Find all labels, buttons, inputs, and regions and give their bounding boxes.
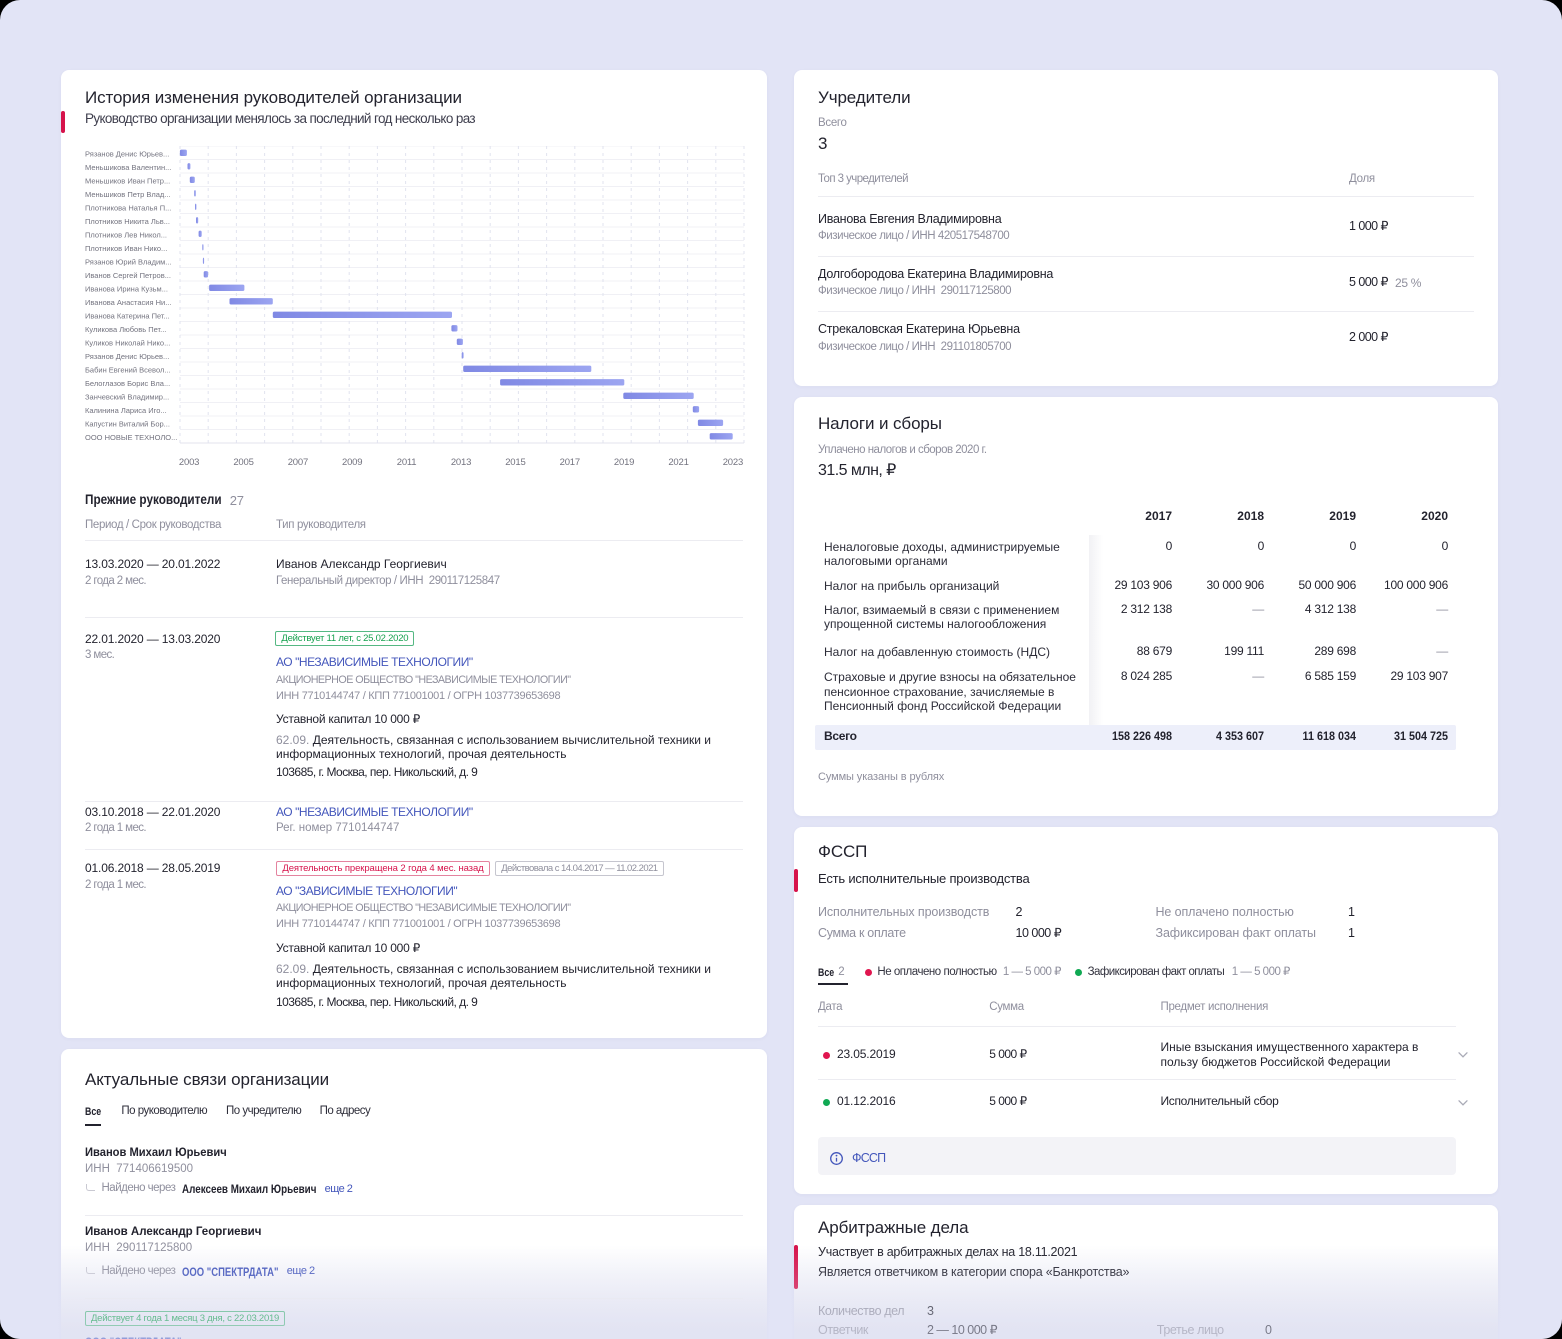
- svg-text:Плотников Иван Нико...: Плотников Иван Нико...: [85, 244, 167, 253]
- svg-text:Меньшиков Иван Петр...: Меньшиков Иван Петр...: [85, 176, 170, 185]
- svg-text:2005: 2005: [233, 457, 253, 468]
- svg-text:Плотников Лев Никол...: Плотников Лев Никол...: [85, 230, 167, 239]
- svg-text:Плотников Никита Льв...: Плотников Никита Льв...: [85, 217, 170, 226]
- svg-text:Рязанов Юрий Владим...: Рязанов Юрий Владим...: [85, 257, 172, 266]
- svg-text:Капустин Виталий Бор...: Капустин Виталий Бор...: [85, 419, 170, 428]
- svg-text:Занчевский Владимир...: Занчевский Владимир...: [85, 392, 169, 401]
- svg-text:2019: 2019: [614, 457, 634, 468]
- svg-text:Меньшикова Валентин...: Меньшикова Валентин...: [85, 163, 171, 172]
- svg-text:2003: 2003: [179, 457, 199, 468]
- svg-text:Куликова Любовь Пет...: Куликова Любовь Пет...: [85, 325, 166, 334]
- svg-text:Меньшиков Петр Влад...: Меньшиков Петр Влад...: [85, 190, 171, 199]
- svg-text:Куликов Николай Нико...: Куликов Николай Нико...: [85, 338, 170, 347]
- svg-text:2007: 2007: [288, 457, 308, 468]
- svg-text:2021: 2021: [668, 457, 688, 468]
- svg-text:ООО НОВЫЕ ТЕХНОЛО...: ООО НОВЫЕ ТЕХНОЛО...: [85, 433, 177, 442]
- svg-text:Иванова Анастасия Ни...: Иванова Анастасия Ни...: [85, 298, 171, 307]
- svg-text:2015: 2015: [505, 457, 525, 468]
- svg-text:Иванов Сергей Петров...: Иванов Сергей Петров...: [85, 271, 171, 280]
- svg-text:2009: 2009: [342, 457, 362, 468]
- svg-text:Плотникова Наталья П...: Плотникова Наталья П...: [85, 203, 171, 212]
- svg-text:Иванова Ирина Кузьм...: Иванова Ирина Кузьм...: [85, 284, 168, 293]
- svg-text:2013: 2013: [451, 457, 471, 468]
- svg-text:Рязанов Денис Юрьев...: Рязанов Денис Юрьев...: [85, 149, 169, 158]
- svg-text:2023: 2023: [723, 457, 743, 468]
- svg-text:Бабин Евгений Всевол...: Бабин Евгений Всевол...: [85, 365, 171, 374]
- svg-text:Рязанов Денис Юрьев...: Рязанов Денис Юрьев...: [85, 352, 169, 361]
- svg-text:Калинина Лариса Иго...: Калинина Лариса Иго...: [85, 406, 167, 415]
- svg-text:Иванова Катерина Пет...: Иванова Катерина Пет...: [85, 311, 170, 320]
- svg-text:2017: 2017: [560, 457, 580, 468]
- svg-text:Белоглазов Борис Вла...: Белоглазов Борис Вла...: [85, 379, 170, 388]
- svg-text:2011: 2011: [397, 457, 417, 468]
